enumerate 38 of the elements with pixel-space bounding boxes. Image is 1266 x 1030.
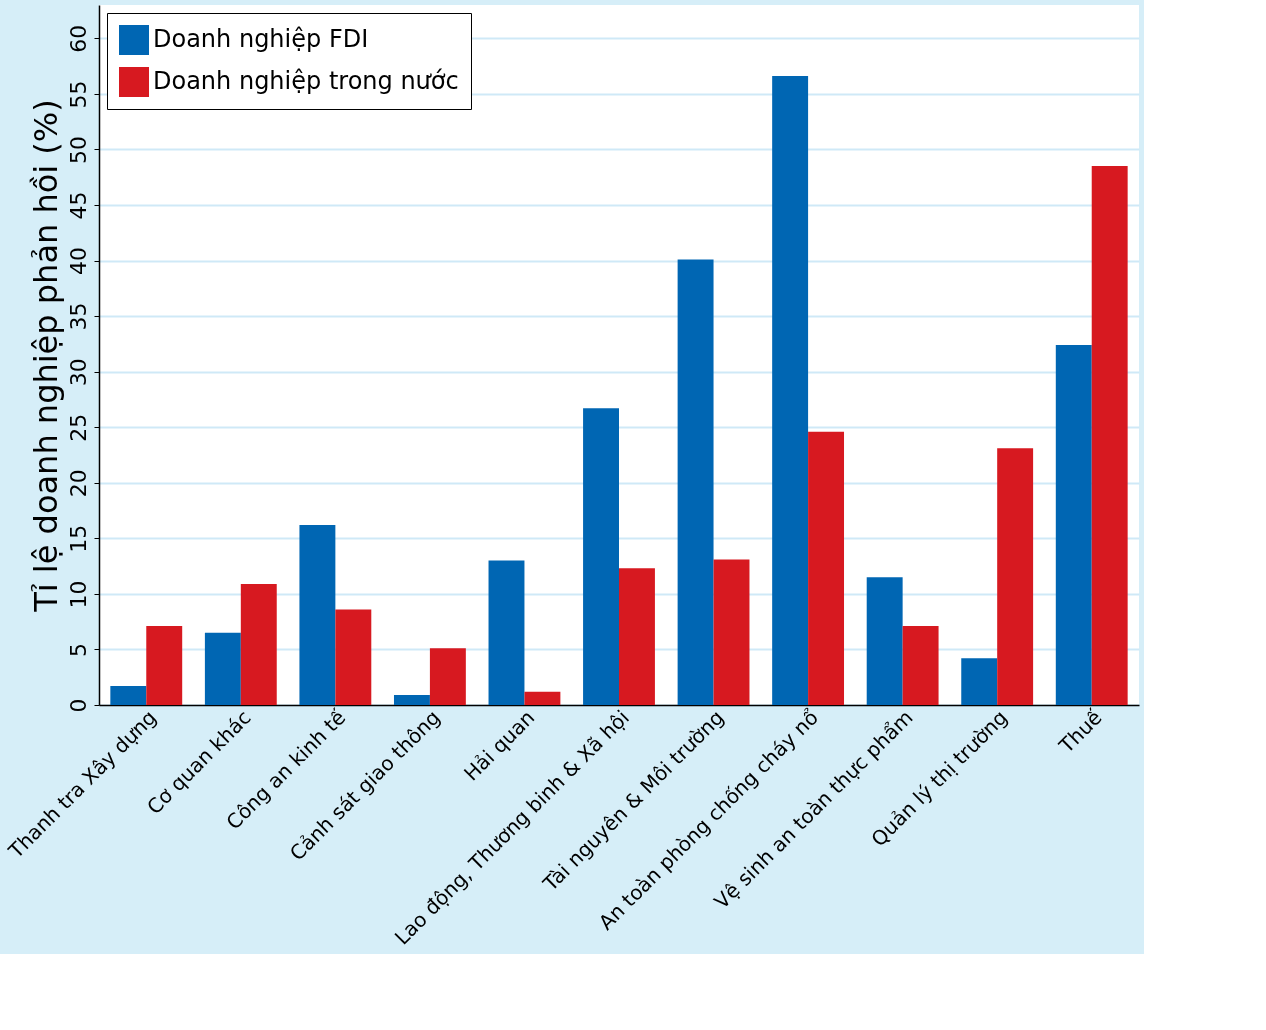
y-tick-label: 60 <box>65 24 91 53</box>
bar <box>997 448 1034 705</box>
bar <box>1091 166 1128 705</box>
y-tick-label: 30 <box>65 358 91 387</box>
y-tick-label: 0 <box>65 698 91 713</box>
y-tick-label: 50 <box>65 135 91 164</box>
bar <box>204 632 241 705</box>
y-axis-title: Tỉ lệ doanh nghiệp phản hồi (%) <box>26 99 65 613</box>
y-tick-label: 15 <box>65 524 91 553</box>
bar <box>772 76 809 705</box>
bar <box>713 559 750 705</box>
bar <box>299 525 336 705</box>
bar <box>583 408 619 705</box>
bar <box>524 691 561 705</box>
bar <box>429 648 466 705</box>
bar <box>335 609 372 705</box>
bar <box>808 431 845 705</box>
bar <box>393 695 430 705</box>
bar <box>1055 345 1092 705</box>
bar <box>961 658 998 705</box>
bar <box>866 577 903 705</box>
y-tick-label: 55 <box>65 80 91 109</box>
bar <box>240 583 277 705</box>
y-tick-label: 10 <box>65 580 91 609</box>
bar <box>488 560 525 705</box>
y-tick-label: 40 <box>65 247 91 276</box>
legend-label: Doanh nghiệp trong nước <box>153 67 459 95</box>
bar <box>619 568 655 705</box>
bar <box>677 259 714 705</box>
y-tick-label: 35 <box>65 302 91 331</box>
bar <box>902 626 939 705</box>
y-tick-label: 20 <box>65 469 91 498</box>
bar <box>110 686 147 705</box>
y-tick-label: 5 <box>65 642 91 657</box>
legend-label: Doanh nghiệp FDI <box>153 25 369 53</box>
y-tick-label: 45 <box>65 191 91 220</box>
y-tick-label: 25 <box>65 413 91 442</box>
bar <box>146 626 183 705</box>
